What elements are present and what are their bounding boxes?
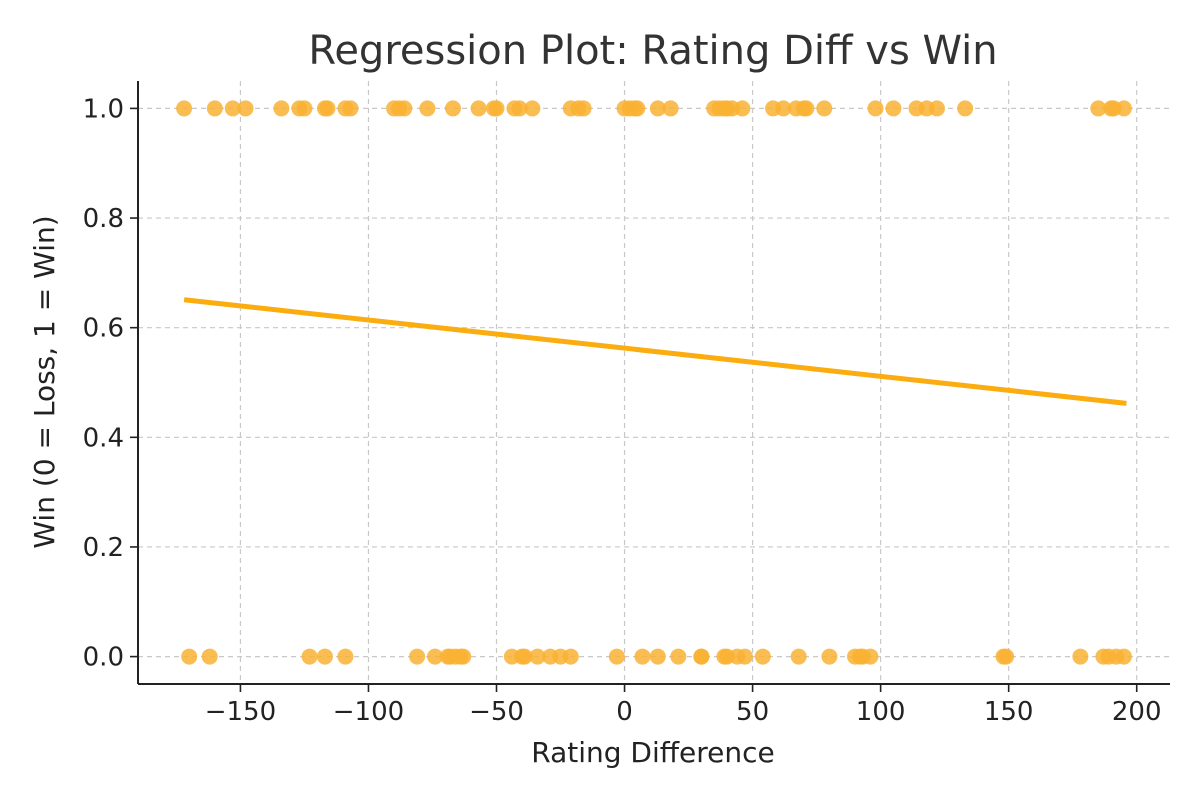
data-point-0-49 <box>1090 100 1107 117</box>
y-ticks: 0.0 0.2 0.4 0.6 0.8 1.0 <box>83 94 138 673</box>
data-point-1-3 <box>316 648 333 665</box>
data-point-0-8 <box>319 100 336 117</box>
data-point-0-38 <box>775 100 792 117</box>
data-point-0-13 <box>396 100 413 117</box>
data-point-1-38 <box>1072 648 1089 665</box>
data-point-1-2 <box>301 648 318 665</box>
data-point-1-24 <box>693 648 710 665</box>
y-tick-label-5: 1.0 <box>83 94 124 124</box>
data-point-1-30 <box>790 648 807 665</box>
data-point-0-10 <box>342 100 359 117</box>
data-point-0-4 <box>273 100 290 117</box>
y-tick-label-0: 0.0 <box>83 643 124 673</box>
axes <box>137 81 1170 685</box>
data-point-0-48 <box>957 100 974 117</box>
data-point-0-14 <box>419 100 436 117</box>
data-point-1-22 <box>670 648 687 665</box>
data-point-1-37 <box>998 648 1015 665</box>
data-point-1-28 <box>736 648 753 665</box>
data-point-1-35 <box>862 648 879 665</box>
data-point-0-29 <box>649 100 666 117</box>
regression-line <box>183 297 1127 406</box>
x-ticks: −150 −100 −50 0 50 100 150 200 <box>205 684 1162 727</box>
grid <box>138 81 1170 684</box>
data-point-0-43 <box>867 100 884 117</box>
data-point-1-18 <box>562 648 579 665</box>
y-tick-label-1: 0.2 <box>83 533 124 563</box>
x-tick-label-3: 0 <box>616 697 633 727</box>
y-axis-label: Win (0 = Loss, 1 = Win) <box>28 215 61 548</box>
x-tick-label-1: −100 <box>333 697 404 727</box>
y-tick-label-4: 0.8 <box>83 204 124 234</box>
data-point-1-31 <box>821 648 838 665</box>
data-point-0-20 <box>511 100 528 117</box>
chart-title: Regression Plot: Rating Diff vs Win <box>308 28 997 74</box>
data-point-0-47 <box>928 100 945 117</box>
data-points <box>176 100 1132 665</box>
data-point-0-1 <box>206 100 223 117</box>
data-point-0-18 <box>488 100 505 117</box>
data-point-0-30 <box>662 100 679 117</box>
data-point-0-15 <box>444 100 461 117</box>
data-point-1-5 <box>409 648 426 665</box>
regression-line-group <box>183 297 1127 406</box>
x-tick-label-6: 150 <box>984 697 1034 727</box>
data-point-0-28 <box>629 100 646 117</box>
data-point-1-6 <box>427 648 444 665</box>
data-point-0-6 <box>296 100 313 117</box>
data-point-0-0 <box>176 100 193 117</box>
data-point-0-3 <box>237 100 254 117</box>
data-point-1-21 <box>649 648 666 665</box>
data-point-0-44 <box>885 100 902 117</box>
data-point-1-1 <box>201 648 218 665</box>
data-point-0-16 <box>470 100 487 117</box>
y-tick-label-2: 0.4 <box>83 423 124 453</box>
data-point-1-20 <box>634 648 651 665</box>
x-axis-label: Rating Difference <box>531 736 775 769</box>
data-point-1-4 <box>337 648 354 665</box>
data-point-1-0 <box>181 648 198 665</box>
data-point-1-15 <box>529 648 546 665</box>
data-point-0-42 <box>816 100 833 117</box>
data-point-0-24 <box>575 100 592 117</box>
data-point-0-52 <box>1115 100 1132 117</box>
y-tick-label-3: 0.6 <box>83 314 124 344</box>
data-point-1-29 <box>754 648 771 665</box>
data-point-1-14 <box>516 648 533 665</box>
data-point-0-36 <box>734 100 751 117</box>
x-tick-label-2: −50 <box>469 697 524 727</box>
x-tick-label-5: 100 <box>856 697 906 727</box>
x-tick-label-7: 200 <box>1112 697 1162 727</box>
data-point-0-41 <box>798 100 815 117</box>
x-tick-label-4: 50 <box>736 697 769 727</box>
data-point-1-19 <box>608 648 625 665</box>
data-point-1-11 <box>455 648 472 665</box>
data-point-1-42 <box>1115 648 1132 665</box>
data-point-0-2 <box>224 100 241 117</box>
data-point-0-21 <box>524 100 541 117</box>
x-tick-label-0: −150 <box>205 697 276 727</box>
